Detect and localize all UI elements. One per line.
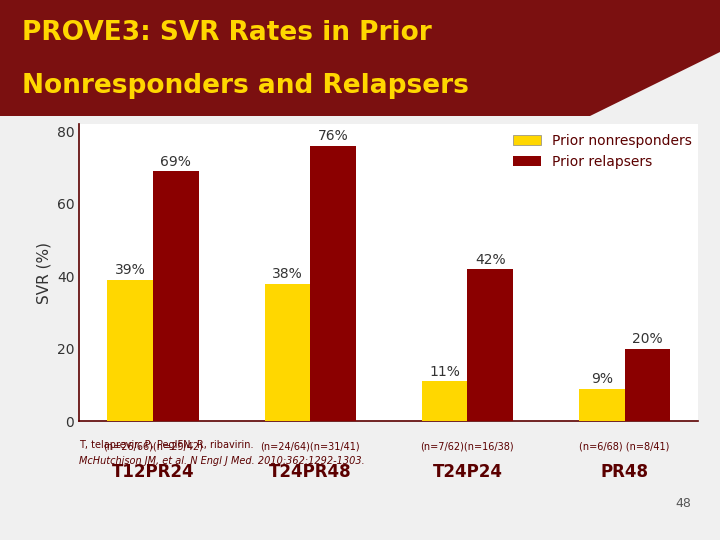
Y-axis label: SVR (%): SVR (%) [36,242,51,303]
Text: 20%: 20% [632,332,662,346]
Text: T24P24: T24P24 [433,463,503,481]
Text: 42%: 42% [475,253,505,267]
Polygon shape [0,0,720,116]
Polygon shape [590,52,720,116]
Legend: Prior nonresponders, Prior relapsers: Prior nonresponders, Prior relapsers [508,128,698,174]
Bar [467,269,513,421]
Text: 38%: 38% [272,267,302,281]
Text: (n=26/66)(n=29/42): (n=26/66)(n=29/42) [103,441,203,451]
Bar [153,171,199,421]
Text: PR48: PR48 [600,463,649,481]
Text: T12PR24: T12PR24 [112,463,194,481]
Text: T24PR48: T24PR48 [269,463,351,481]
Text: T, telaprevir; P, PegIFN; R, ribavirin.: T, telaprevir; P, PegIFN; R, ribavirin. [79,440,253,450]
Text: McHutchison JM, et al. N Engl J Med. 2010;362:1292-1303.: McHutchison JM, et al. N Engl J Med. 201… [79,456,365,467]
Text: (n=6/68) (n=8/41): (n=6/68) (n=8/41) [580,441,670,451]
Text: 76%: 76% [318,130,348,144]
Bar [310,146,356,421]
Text: PROVE3: SVR Rates in Prior: PROVE3: SVR Rates in Prior [22,19,431,45]
Bar [579,389,624,421]
Text: (n=7/62)(n=16/38): (n=7/62)(n=16/38) [420,441,514,451]
Bar [422,381,467,421]
Bar [264,284,310,421]
Text: 11%: 11% [429,365,460,379]
Text: 48: 48 [675,497,691,510]
Text: Nonresponders and Relapsers: Nonresponders and Relapsers [22,73,469,99]
Bar [107,280,153,421]
Text: 39%: 39% [114,264,145,278]
Text: (n=24/64)(n=31/41): (n=24/64)(n=31/41) [261,441,360,451]
Text: 69%: 69% [161,155,192,168]
Text: 9%: 9% [590,372,613,386]
Bar [624,349,670,421]
